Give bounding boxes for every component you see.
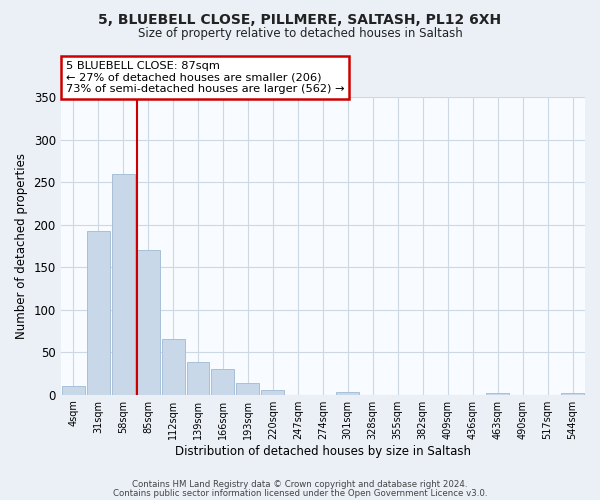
Text: 5 BLUEBELL CLOSE: 87sqm
← 27% of detached houses are smaller (206)
73% of semi-d: 5 BLUEBELL CLOSE: 87sqm ← 27% of detache…: [66, 61, 344, 94]
Bar: [211, 369, 235, 394]
Text: Contains public sector information licensed under the Open Government Licence v3: Contains public sector information licen…: [113, 489, 487, 498]
Bar: [236, 383, 259, 394]
Bar: [486, 393, 509, 394]
Bar: [112, 174, 134, 394]
Bar: [62, 386, 85, 394]
X-axis label: Distribution of detached houses by size in Saltash: Distribution of detached houses by size …: [175, 444, 471, 458]
Text: Size of property relative to detached houses in Saltash: Size of property relative to detached ho…: [137, 28, 463, 40]
Bar: [561, 393, 584, 394]
Bar: [337, 392, 359, 394]
Bar: [137, 250, 160, 394]
Bar: [187, 362, 209, 394]
Text: Contains HM Land Registry data © Crown copyright and database right 2024.: Contains HM Land Registry data © Crown c…: [132, 480, 468, 489]
Text: 5, BLUEBELL CLOSE, PILLMERE, SALTASH, PL12 6XH: 5, BLUEBELL CLOSE, PILLMERE, SALTASH, PL…: [98, 12, 502, 26]
Bar: [86, 232, 110, 394]
Bar: [262, 390, 284, 394]
Bar: [161, 338, 185, 394]
Y-axis label: Number of detached properties: Number of detached properties: [15, 153, 28, 339]
